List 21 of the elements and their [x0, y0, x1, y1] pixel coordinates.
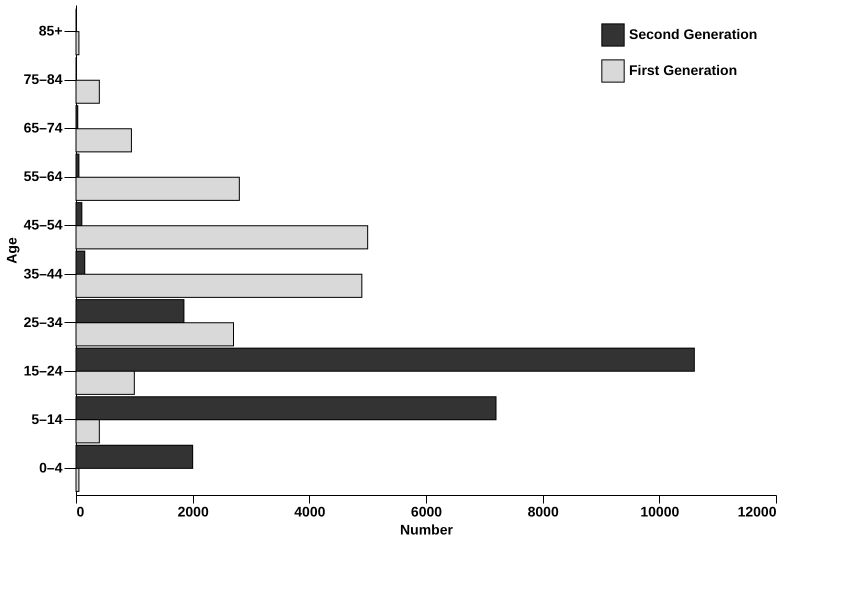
x-tick-label: 10000 — [640, 504, 680, 520]
x-tick-label: 0 — [76, 504, 84, 520]
x-tick-label: 4000 — [294, 504, 326, 520]
y-tick-label: 15–24 — [24, 362, 63, 378]
y-tick-label: 0–4 — [39, 459, 63, 476]
x-axis-title: Number — [400, 522, 454, 538]
y-tick-label: 65–74 — [24, 120, 63, 136]
x-tick-label: 6000 — [410, 504, 442, 520]
y-tick-label: 5–14 — [31, 410, 63, 427]
y-tick-label: 35–44 — [24, 265, 63, 282]
y-axis-title: Age — [4, 237, 20, 264]
x-tick-label: 2000 — [178, 504, 209, 520]
legend-label: Second Generation — [629, 26, 758, 42]
y-tick-label: 75–84 — [24, 71, 63, 88]
x-tick-label: 8000 — [528, 504, 559, 520]
y-tick-label: 45–54 — [24, 216, 63, 233]
y-tick-label: 85+ — [38, 22, 62, 39]
legend-label: First Generation — [629, 62, 738, 78]
x-tick-label: 12000 — [738, 504, 777, 520]
y-tick-label: 25–34 — [24, 314, 63, 330]
y-tick-label: 55–64 — [24, 168, 63, 184]
